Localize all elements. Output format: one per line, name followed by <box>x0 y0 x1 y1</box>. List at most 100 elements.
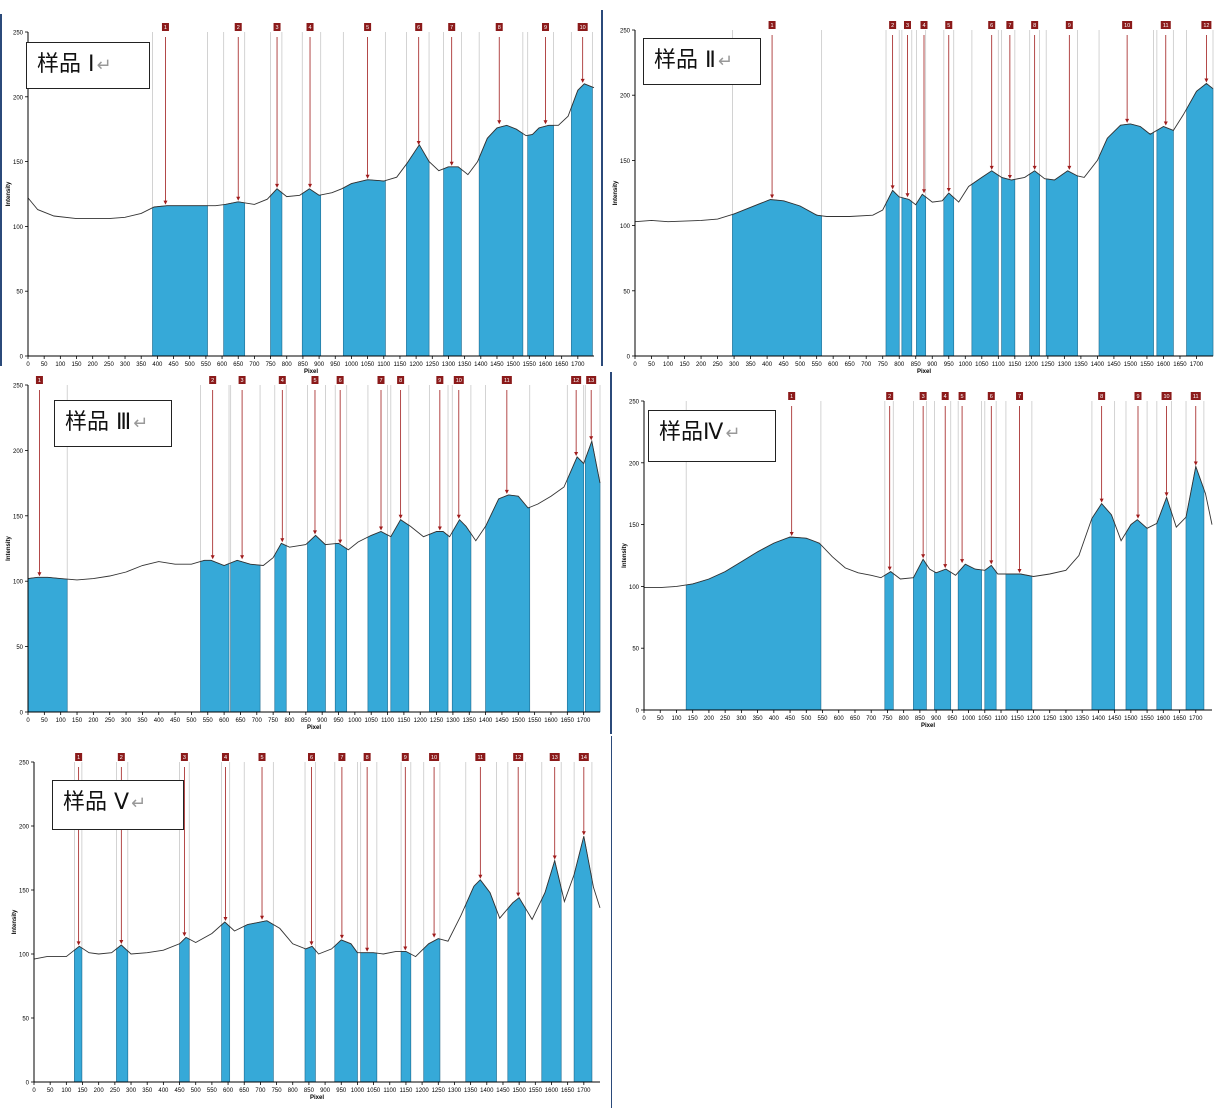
x-tick-label: 100 <box>663 362 674 368</box>
peak-marker-label: 5 <box>260 755 263 761</box>
x-tick-label: 1200 <box>415 1088 429 1094</box>
peak-area-6 <box>406 144 430 357</box>
peak-marker-label: 12 <box>573 378 579 384</box>
peak-marker-label: 2 <box>237 25 240 31</box>
x-tick-label: 600 <box>219 718 230 724</box>
chart-panel-1: 0 50 100 150 200 250 0 50 100 150 200 250 300 350 400 4… <box>0 14 600 375</box>
peak-arrow-head <box>1007 174 1012 179</box>
peak-area-14 <box>573 836 593 1083</box>
peak-area-8 <box>360 952 378 1083</box>
peak-area-3 <box>913 558 927 711</box>
peak-marker <box>1190 392 1201 400</box>
x-tick-label: 1050 <box>361 362 375 368</box>
intensity-profile-line <box>644 464 1213 589</box>
x-tick-label: 1650 <box>1173 362 1187 368</box>
x-tick-label: 50 <box>648 362 655 368</box>
x-tick-label: 50 <box>41 362 48 368</box>
peak-arrow-head <box>946 188 951 192</box>
y-tick-label: 50 <box>632 647 639 653</box>
x-tick-label: 500 <box>801 716 812 722</box>
peak-area-10 <box>571 83 593 357</box>
peak-marker <box>306 23 314 31</box>
peak-marker-label: 8 <box>498 25 501 31</box>
peak-marker-label: 5 <box>947 23 950 29</box>
peak-marker <box>577 23 588 31</box>
peak-marker-label: 9 <box>438 378 441 384</box>
x-tick-label: 750 <box>268 718 279 724</box>
x-tick-label: 350 <box>746 362 757 368</box>
x-tick-label: 650 <box>235 718 246 724</box>
x-tick-label: 250 <box>105 718 116 724</box>
x-tick-label: 100 <box>671 716 682 722</box>
peak-marker-label: 7 <box>450 25 453 31</box>
peak-marker <box>117 753 125 761</box>
x-axis-title: Pixel <box>304 369 318 375</box>
peak-marker <box>1098 392 1106 400</box>
peak-marker <box>161 23 169 31</box>
peak-arrow-head <box>416 141 421 146</box>
peak-marker-label: 6 <box>990 394 993 400</box>
peak-marker <box>988 21 996 29</box>
x-tick-label: 1100 <box>995 716 1009 722</box>
x-tick-label: 1700 <box>1189 716 1203 722</box>
x-tick-label: 350 <box>142 1088 153 1094</box>
peak-area-3 <box>901 197 913 357</box>
peak-arrow-head <box>905 193 910 198</box>
peak-marker <box>941 392 949 400</box>
x-tick-label: 150 <box>72 362 83 368</box>
x-tick-label: 500 <box>795 362 806 368</box>
peak-area-1 <box>74 946 83 1083</box>
y-tick-label: 250 <box>13 384 24 390</box>
x-tick-label: 450 <box>169 362 180 368</box>
x-axis-title: Pixel <box>917 369 931 375</box>
x-tick-label: 650 <box>850 716 861 722</box>
x-tick-label: 50 <box>41 718 48 724</box>
peak-marker-label: 6 <box>310 755 313 761</box>
peak-area-7 <box>1005 573 1033 711</box>
x-tick-label: 950 <box>334 718 345 724</box>
peak-arrow-head <box>182 932 187 937</box>
x-tick-label: 1500 <box>512 1088 526 1094</box>
y-tick-label: 200 <box>19 825 30 831</box>
peak-marker-label: 3 <box>183 755 186 761</box>
peak-marker-label: 1 <box>77 755 80 761</box>
x-tick-label: 950 <box>336 1088 347 1094</box>
peak-arrow-head <box>1067 165 1072 170</box>
peak-arrow-head <box>921 554 926 559</box>
x-tick-label: 1150 <box>399 1088 413 1094</box>
x-tick-label: 600 <box>828 362 839 368</box>
peak-area-8 <box>1091 503 1115 711</box>
peak-arrow-head <box>943 564 948 569</box>
peak-arrow-head <box>1193 461 1198 466</box>
peak-marker <box>1160 21 1171 29</box>
x-tick-label: 450 <box>785 716 796 722</box>
peak-marker <box>273 23 281 31</box>
peak-marker <box>35 376 43 384</box>
sample-label-1: 样品 Ⅰ ↵ <box>26 42 150 89</box>
y-axis-title: Intensity <box>613 180 619 205</box>
peak-area-5 <box>307 535 326 713</box>
vertical-divider-mid <box>610 372 612 734</box>
peak-marker-label: 6 <box>339 378 342 384</box>
x-tick-label: 1550 <box>1140 716 1154 722</box>
peak-arrow-head <box>581 831 586 836</box>
peak-arrow-head <box>449 161 454 166</box>
y-tick-label: 150 <box>620 159 631 165</box>
peak-marker-label: 6 <box>417 25 420 31</box>
y-tick-label: 150 <box>13 160 24 166</box>
peak-marker <box>180 753 188 761</box>
peak-arrow-head <box>398 514 403 519</box>
peak-arrow-head <box>770 194 775 199</box>
y-tick-label: 200 <box>620 94 631 100</box>
peak-area-11 <box>465 879 497 1083</box>
peak-marker <box>75 753 83 761</box>
peak-marker-label: 2 <box>891 23 894 29</box>
peak-marker-label: 10 <box>431 755 437 761</box>
x-tick-label: 1500 <box>1124 716 1138 722</box>
peak-arrow-head <box>308 183 313 188</box>
x-tick-label: 1000 <box>351 1088 365 1094</box>
x-tick-label: 1350 <box>458 362 472 368</box>
peak-marker <box>1065 21 1073 29</box>
x-tick-label: 550 <box>818 716 829 722</box>
x-tick-label: 650 <box>845 362 856 368</box>
